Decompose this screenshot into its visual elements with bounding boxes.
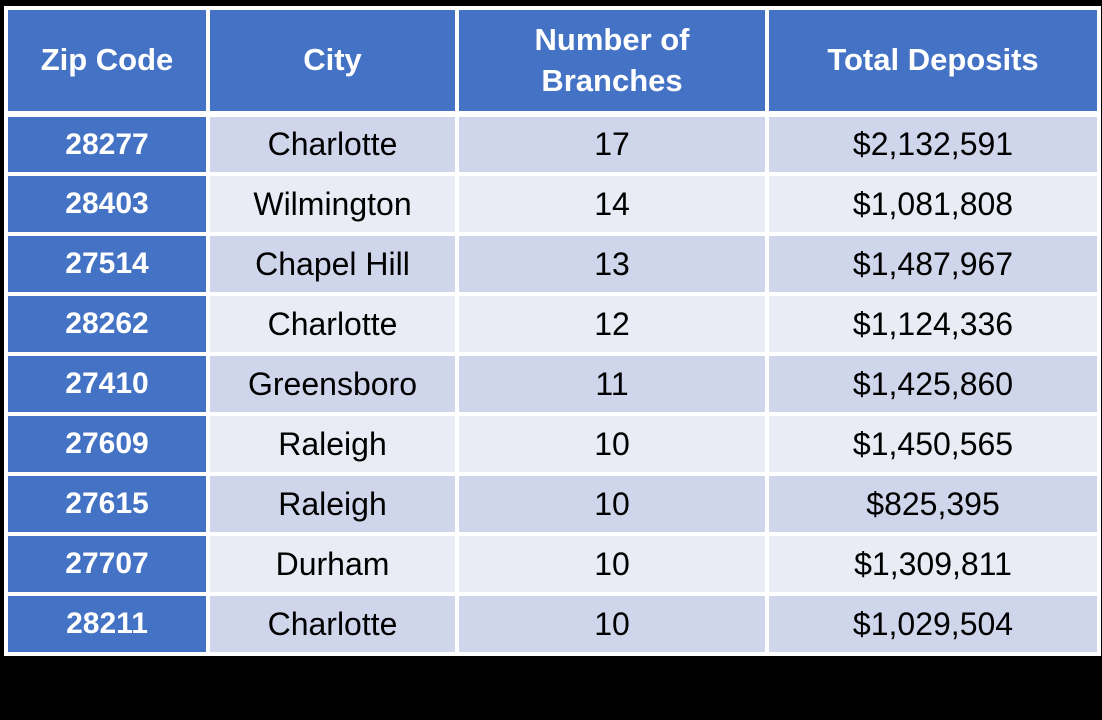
table-row: 28211 Charlotte 10 $1,029,504 [4, 592, 1101, 656]
cell-number-of-branches: 11 [455, 352, 769, 416]
table-header-row: Zip Code City Number of Branches Total D… [4, 6, 1101, 117]
cell-total-deposits: $1,124,336 [765, 292, 1101, 356]
cell-zip-code: 27410 [4, 352, 210, 416]
cell-number-of-branches: 12 [455, 292, 769, 356]
cell-number-of-branches: 10 [455, 472, 769, 536]
cell-zip-code: 27514 [4, 232, 210, 296]
cell-city: Charlotte [206, 112, 459, 176]
cell-number-of-branches: 10 [455, 532, 769, 596]
table-row: 27707 Durham 10 $1,309,811 [4, 532, 1101, 596]
column-header-number-of-branches: Number of Branches [455, 6, 769, 117]
cell-total-deposits: $1,425,860 [765, 352, 1101, 416]
table-body: 28277 Charlotte 17 $2,132,591 28403 Wilm… [4, 112, 1101, 656]
cell-city: Charlotte [206, 592, 459, 656]
cell-city: Durham [206, 532, 459, 596]
table-row: 27609 Raleigh 10 $1,450,565 [4, 412, 1101, 476]
table-row: 28403 Wilmington 14 $1,081,808 [4, 172, 1101, 236]
cell-zip-code: 27615 [4, 472, 210, 536]
table-row: 27410 Greensboro 11 $1,425,860 [4, 352, 1101, 416]
cell-zip-code: 28262 [4, 292, 210, 356]
cell-total-deposits: $825,395 [765, 472, 1101, 536]
cell-total-deposits: $2,132,591 [765, 112, 1101, 176]
cell-number-of-branches: 10 [455, 592, 769, 656]
table-row: 28277 Charlotte 17 $2,132,591 [4, 112, 1101, 176]
cell-number-of-branches: 14 [455, 172, 769, 236]
cell-city: Wilmington [206, 172, 459, 236]
cell-number-of-branches: 17 [455, 112, 769, 176]
cell-city: Charlotte [206, 292, 459, 356]
table-row: 27615 Raleigh 10 $825,395 [4, 472, 1101, 536]
cell-total-deposits: $1,081,808 [765, 172, 1101, 236]
table-row: 28262 Charlotte 12 $1,124,336 [4, 292, 1101, 356]
cell-zip-code: 28403 [4, 172, 210, 236]
cell-city: Raleigh [206, 412, 459, 476]
cell-total-deposits: $1,450,565 [765, 412, 1101, 476]
cell-number-of-branches: 13 [455, 232, 769, 296]
column-header-city: City [206, 6, 459, 117]
cell-city: Greensboro [206, 352, 459, 416]
table-header: Zip Code City Number of Branches Total D… [4, 6, 1101, 117]
cell-zip-code: 27609 [4, 412, 210, 476]
cell-number-of-branches: 10 [455, 412, 769, 476]
cell-city: Chapel Hill [206, 232, 459, 296]
table-row: 27514 Chapel Hill 13 $1,487,967 [4, 232, 1101, 296]
cell-city: Raleigh [206, 472, 459, 536]
cell-zip-code: 28211 [4, 592, 210, 656]
cell-zip-code: 28277 [4, 112, 210, 176]
cell-total-deposits: $1,029,504 [765, 592, 1101, 656]
column-header-zip-code: Zip Code [4, 6, 210, 117]
cell-total-deposits: $1,487,967 [765, 232, 1101, 296]
bank-branches-table: Zip Code City Number of Branches Total D… [4, 6, 1101, 656]
cell-zip-code: 27707 [4, 532, 210, 596]
cell-total-deposits: $1,309,811 [765, 532, 1101, 596]
deposits-table-container: Zip Code City Number of Branches Total D… [4, 6, 1101, 656]
column-header-total-deposits: Total Deposits [765, 6, 1101, 117]
